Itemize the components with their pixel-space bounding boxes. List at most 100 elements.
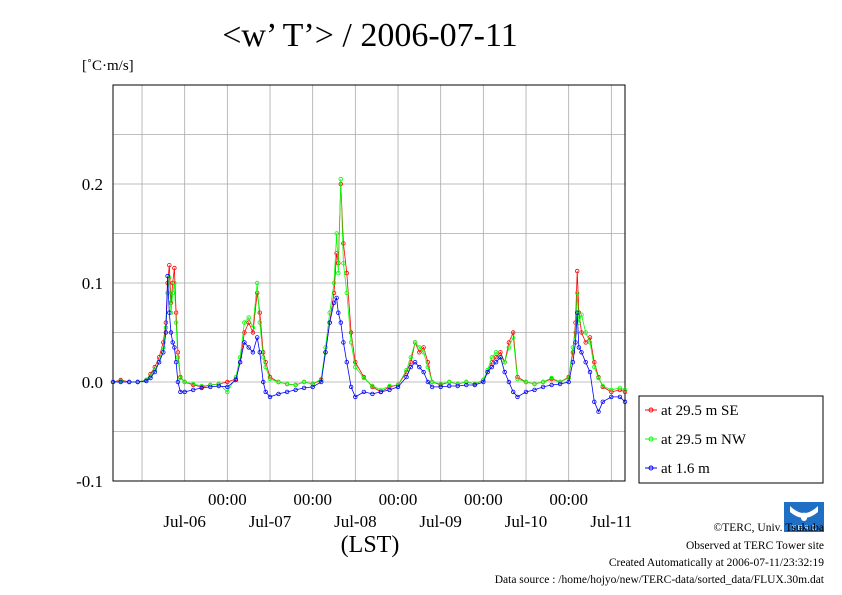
data-point (489, 364, 495, 370)
data-point (622, 399, 628, 404)
data-point (515, 376, 520, 382)
data-point (250, 350, 256, 355)
data-point (622, 389, 628, 395)
data-point (323, 345, 328, 350)
logo-drop-icon (801, 512, 807, 521)
data-point (172, 265, 177, 271)
data-point (310, 384, 315, 390)
data-point (579, 350, 584, 355)
data-point (348, 384, 354, 390)
x-tick-time-label: 00:00 (293, 490, 332, 509)
data-point (161, 340, 166, 345)
data-point (579, 312, 584, 317)
data-point (331, 280, 337, 286)
data-point (348, 340, 354, 345)
data-point (361, 389, 367, 395)
data-point (336, 310, 341, 315)
data-point (493, 350, 499, 355)
data-point (417, 345, 422, 350)
data-point (338, 176, 343, 182)
data-point (284, 389, 290, 395)
data-point (161, 345, 166, 350)
footer-created: Created Automatically at 2006-07-11/23:3… (609, 557, 824, 569)
data-point (242, 320, 247, 325)
data-point (511, 335, 516, 340)
x-tick-date-label: Jul-07 (249, 512, 292, 531)
data-point (225, 379, 230, 385)
data-point (540, 379, 546, 385)
data-point (515, 394, 520, 400)
data-point (573, 330, 578, 335)
data-point (167, 263, 172, 268)
footer-observed: Observed at TERC Tower site (686, 540, 824, 552)
data-point (576, 320, 582, 325)
x-axis-title: (LST) (341, 532, 400, 558)
x-tick-date-label: Jul-11 (590, 512, 632, 531)
data-point (334, 231, 339, 236)
data-point (485, 369, 490, 375)
data-point (284, 381, 290, 387)
data-point (208, 384, 213, 390)
data-point (575, 310, 580, 315)
data-point (609, 387, 614, 393)
data-point (267, 376, 273, 382)
data-point (583, 360, 588, 365)
data-point (344, 290, 349, 296)
data-point (118, 379, 123, 385)
data-point (502, 360, 507, 365)
data-point (408, 355, 413, 360)
data-point (341, 241, 346, 246)
data-point (237, 355, 243, 360)
data-point (412, 360, 418, 365)
data-point (246, 315, 251, 320)
data-point (353, 360, 358, 365)
data-point (353, 394, 358, 400)
data-point (370, 383, 375, 389)
data-point (549, 382, 554, 388)
data-point (168, 330, 174, 335)
data-point (498, 355, 503, 360)
data-point (263, 389, 268, 395)
data-point (417, 364, 422, 370)
data-point (301, 379, 307, 385)
data-point (261, 355, 266, 360)
data-point (190, 387, 196, 393)
data-point (246, 345, 251, 350)
data-point (216, 383, 221, 389)
chart-title: <w’ T’> / 2006-07-11 (222, 17, 518, 54)
data-point (596, 375, 601, 381)
data-point (622, 387, 628, 393)
data-point (173, 360, 179, 365)
data-point (327, 320, 332, 325)
data-point (182, 389, 187, 395)
data-point (438, 384, 443, 390)
data-point (378, 389, 384, 395)
data-point (175, 355, 181, 360)
data-point (341, 340, 346, 345)
data-point (178, 389, 183, 395)
data-point (257, 320, 262, 325)
data-point (178, 375, 183, 381)
data-point (532, 381, 537, 387)
data-point (489, 355, 495, 360)
data-point (417, 350, 422, 355)
y-tick-labels: -0.1 0.0 0.1 0.2 (76, 175, 103, 491)
data-point (617, 385, 623, 391)
data-point (172, 280, 177, 286)
data-point (242, 340, 247, 345)
data-point (570, 350, 576, 355)
x-tick-time-label: 00:00 (464, 490, 503, 509)
data-point (255, 290, 260, 296)
data-point (583, 330, 588, 335)
data-point (570, 360, 576, 365)
data-point (156, 360, 162, 365)
data-point (540, 384, 546, 390)
data-point (165, 290, 170, 296)
data-point (338, 320, 343, 325)
data-point (425, 379, 431, 385)
data-point (255, 335, 260, 340)
data-point (276, 379, 281, 385)
data-point (126, 379, 132, 385)
